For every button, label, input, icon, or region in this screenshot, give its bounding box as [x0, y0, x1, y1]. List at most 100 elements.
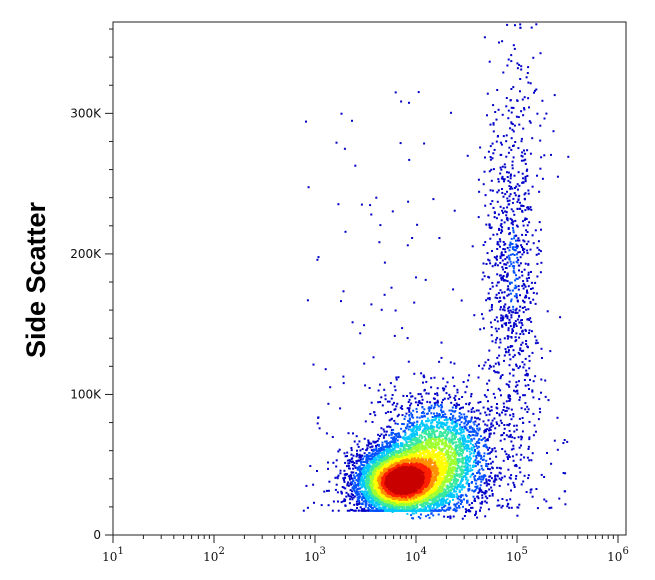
- data-point: [355, 500, 358, 503]
- data-point: [337, 509, 340, 512]
- data-point: [350, 471, 353, 474]
- data-point: [353, 477, 356, 480]
- data-point: [422, 493, 425, 496]
- data-point: [355, 435, 358, 438]
- data-point: [461, 484, 464, 486]
- data-point: [383, 459, 386, 462]
- data-point: [399, 503, 402, 506]
- data-point: [413, 464, 416, 467]
- data-point: [382, 499, 385, 502]
- data-point: [390, 502, 393, 505]
- data-point: [358, 466, 361, 468]
- data-point: [432, 503, 435, 506]
- data-point: [416, 501, 419, 504]
- data-point: [385, 457, 388, 460]
- data-point: [388, 503, 391, 506]
- data-point: [327, 467, 329, 470]
- data-point: [367, 469, 370, 472]
- data-point: [448, 495, 450, 498]
- data-point: [435, 464, 438, 467]
- plot-area: [112, 21, 627, 536]
- data-point: [346, 455, 348, 457]
- data-point: [352, 454, 355, 457]
- data-point: [397, 507, 400, 510]
- data-point: [428, 508, 431, 511]
- data-point: [380, 461, 383, 464]
- data-point: [425, 487, 428, 489]
- data-point: [371, 455, 374, 458]
- data-point: [369, 465, 372, 468]
- data-point: [401, 509, 404, 512]
- data-point: [432, 488, 435, 491]
- data-point: [372, 448, 375, 451]
- data-point: [382, 502, 385, 505]
- data-point: [364, 503, 367, 506]
- data-point: [369, 472, 372, 475]
- data-point: [376, 455, 379, 458]
- data-point: [350, 483, 353, 486]
- data-point: [363, 464, 366, 467]
- data-point: [367, 466, 370, 469]
- data-point: [370, 483, 373, 486]
- data-point: [371, 493, 374, 496]
- data-point: [408, 454, 411, 457]
- data-point: [429, 460, 432, 463]
- data-point: [384, 440, 387, 443]
- data-point: [370, 490, 373, 493]
- data-point: [446, 487, 449, 490]
- data-point: [409, 508, 412, 511]
- data-point: [385, 448, 388, 451]
- data-point: [364, 485, 367, 487]
- data-point: [389, 509, 392, 512]
- data-point: [424, 503, 427, 506]
- data-point: [444, 472, 447, 474]
- data-point: [394, 508, 397, 511]
- data-point: [336, 477, 339, 480]
- data-point: [376, 443, 379, 446]
- data-point: [348, 467, 351, 470]
- data-point: [364, 472, 367, 475]
- data-point: [342, 477, 345, 480]
- data-point: [357, 487, 360, 490]
- data-point: [405, 508, 408, 511]
- data-point: [359, 480, 362, 483]
- data-point: [338, 448, 341, 451]
- data-point: [368, 455, 371, 458]
- data-point: [376, 465, 379, 468]
- data-point: [398, 504, 401, 506]
- data-point: [367, 475, 370, 478]
- data-point: [403, 429, 406, 432]
- data-point: [358, 456, 361, 459]
- data-point: [344, 455, 347, 458]
- data-point: [421, 464, 424, 467]
- data-point: [366, 490, 369, 493]
- data-point: [351, 481, 354, 484]
- data-point: [350, 453, 353, 456]
- data-point: [373, 495, 376, 498]
- data-point: [432, 446, 435, 448]
- data-point: [376, 491, 379, 494]
- data-point: [351, 460, 354, 463]
- data-point: [353, 495, 356, 498]
- data-point: [423, 508, 426, 511]
- data-point: [351, 486, 354, 489]
- data-point: [442, 503, 445, 506]
- data-point: [353, 462, 356, 464]
- data-point: [445, 495, 448, 498]
- data-point: [392, 462, 395, 465]
- data-point: [351, 487, 354, 490]
- data-point: [360, 463, 363, 466]
- data-point: [367, 463, 370, 466]
- data-point: [368, 494, 371, 497]
- data-point: [359, 467, 362, 470]
- data-point: [377, 433, 380, 436]
- data-point: [379, 435, 381, 437]
- data-point: [373, 484, 375, 487]
- data-point: [406, 509, 409, 512]
- data-point: [370, 503, 373, 506]
- data-point: [364, 505, 367, 508]
- data-point: [434, 508, 437, 511]
- data-point: [396, 462, 399, 465]
- data-point: [387, 499, 390, 502]
- data-point: [384, 466, 386, 469]
